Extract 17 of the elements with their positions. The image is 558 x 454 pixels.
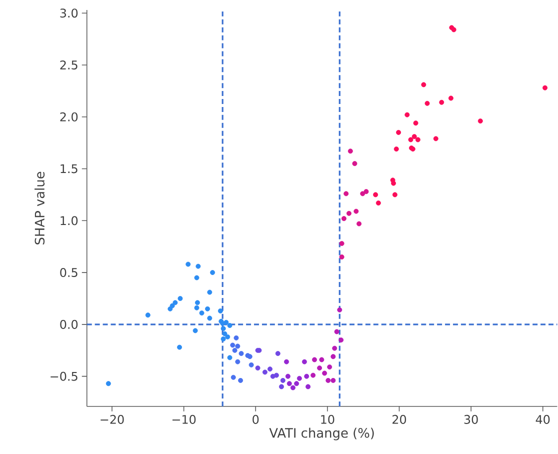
y-tick-label: 1.5 bbox=[60, 164, 78, 174]
x-tick-label: −10 bbox=[172, 414, 196, 424]
y-tick-label: 0.5 bbox=[60, 268, 78, 277]
y-axis-title: SHAP value bbox=[34, 172, 45, 244]
x-tick-label: 40 bbox=[536, 414, 550, 424]
y-tick-label: −0.5 bbox=[50, 372, 78, 381]
x-axis-title: VATI change (%) bbox=[269, 428, 374, 440]
y-tick-label: 3.0 bbox=[60, 8, 78, 18]
y-tick-label: 2.5 bbox=[60, 60, 78, 70]
x-tick-label: 0 bbox=[252, 414, 259, 424]
y-tick-label: 0.0 bbox=[60, 320, 78, 329]
x-tick-label: 20 bbox=[392, 414, 406, 424]
x-tick-label: 10 bbox=[321, 414, 334, 424]
x-tick-label: −20 bbox=[100, 414, 124, 424]
x-tick-label: 30 bbox=[464, 414, 478, 424]
y-tick-label: 1.0 bbox=[60, 216, 78, 225]
y-tick-label: 2.0 bbox=[60, 112, 78, 122]
